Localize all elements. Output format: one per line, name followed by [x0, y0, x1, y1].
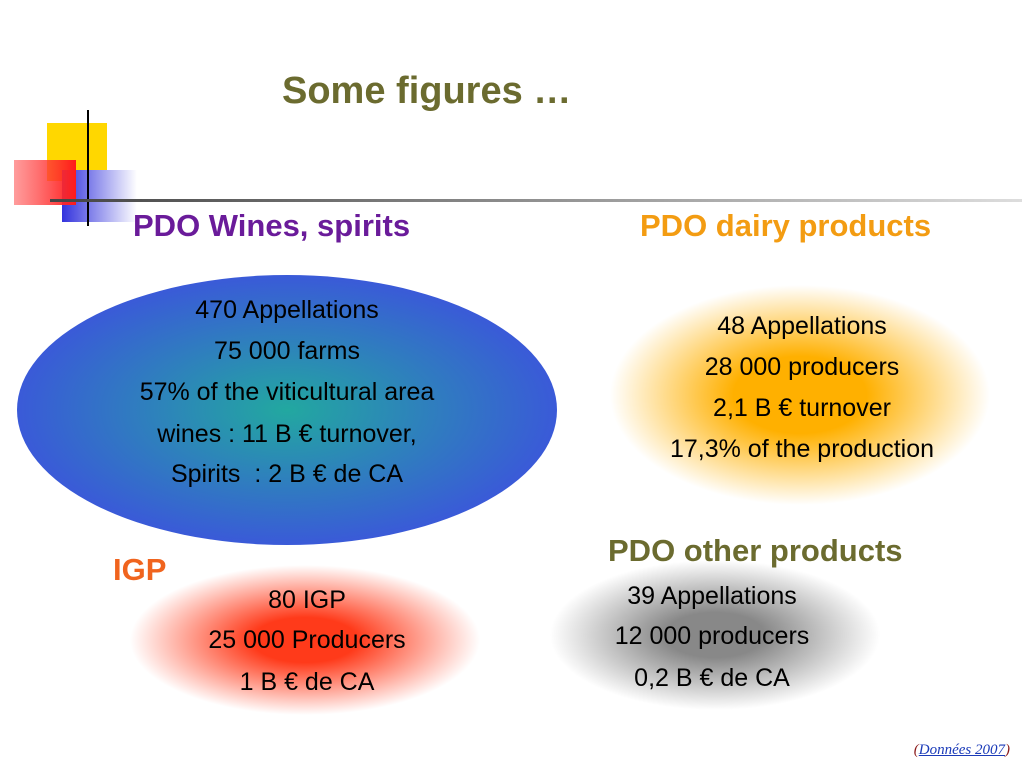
text-line: 80 IGP [268, 586, 346, 614]
text-line: 25 000 Producers [208, 626, 406, 654]
footnote: (Données 2007) [914, 742, 1010, 759]
glow [130, 565, 480, 715]
text-line: 1 B € de CA [239, 668, 375, 696]
text-line: 470 Appellations [195, 296, 379, 324]
text-line: 0,2 B € de CA [634, 664, 790, 692]
heading: PDO dairy products [640, 208, 932, 243]
text-line: 57% of the viticultural area [139, 378, 435, 406]
text-line: 39 Appellations [627, 582, 797, 610]
text-line: 75 000 farms [214, 337, 360, 365]
text-line: 12 000 producers [614, 622, 810, 650]
text-line: 17,3% of the production [669, 435, 935, 463]
ellipse [17, 275, 557, 545]
paren: ( [913, 742, 919, 758]
text-line: 48 Appellations [717, 312, 887, 340]
heading: PDO other products [608, 533, 903, 568]
glow [610, 285, 990, 505]
heading: IGP [113, 552, 167, 587]
text-line: Spirits : 2 B € de CA [170, 460, 404, 488]
deco-square [14, 160, 76, 205]
text-line: wines : 11 B € turnover, [157, 420, 417, 448]
text-line: 2,1 B € turnover [713, 394, 891, 422]
heading: PDO Wines, spirits [133, 208, 411, 243]
text-line: 28 000 producers [704, 353, 900, 381]
source-link[interactable]: Données 2007 [918, 742, 1005, 758]
paren: ) [1005, 742, 1010, 758]
divider [50, 199, 1022, 202]
glow [550, 560, 880, 710]
title: Some figures … [282, 70, 572, 112]
